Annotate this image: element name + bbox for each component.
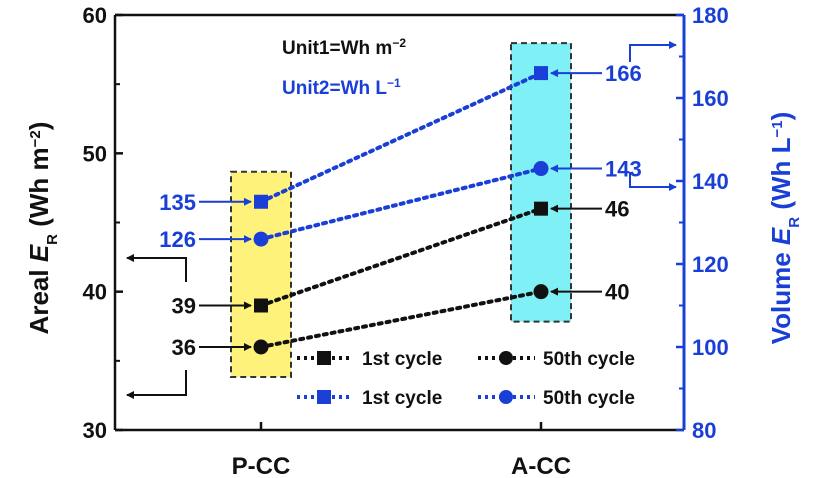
y-right-tick-label: 160 [692,86,729,111]
series-lines [259,71,543,349]
y-right-tick-label: 100 [692,335,729,360]
highlight-box-a-cc [510,42,572,323]
data-labels: 39 46 36 40 135 166 126 143 [159,61,641,360]
axis-indicator-arrow-left [126,254,187,282]
data-point-square [534,66,548,81]
data-label: 135 [159,190,196,215]
data-label: 143 [605,157,642,182]
series-line-2 [259,71,543,204]
axis-indicator-arrow-right [629,172,677,191]
data-label: 40 [605,280,629,305]
legend-marker-black-circle [499,351,513,365]
series-line-0 [259,206,543,308]
x-tick-label-p-cc: P-CC [232,453,291,478]
data-point-circle [253,339,269,355]
data-label: 46 [605,197,629,222]
legend-marker-blue-square [317,390,331,404]
y-right-tick-label: 180 [692,3,729,28]
series-markers [253,66,549,355]
unit1-label: Unit1=Wh m−2 [282,36,406,59]
legend-marker-black-square [317,351,331,365]
data-point-square [534,201,548,216]
y-left-tick-label: 30 [83,418,107,443]
data-point-circle [533,284,549,300]
data-point-circle [253,231,269,247]
series-line-3 [259,166,543,242]
series-line-1 [259,289,543,349]
x-tick-label-a-cc: A-CC [511,453,571,478]
y-left-tick-label: 50 [83,141,107,166]
legend-label-blue-1st: 1st cycle [362,388,442,409]
y-right-tick-label: 80 [692,418,716,443]
y-left-tick-label: 40 [83,280,107,305]
axis-ticks: 30 40 50 60 80 100 120 140 160 180 [83,3,729,443]
legend-label-black-1st: 1st cycle [362,349,442,370]
axis-indicator-arrow-right [629,41,677,62]
data-label: 166 [605,61,642,86]
axis-indicator-arrow-left [126,370,187,399]
legend-label-blue-50th: 50th cycle [543,388,635,409]
legend-label-black-50th: 50th cycle [543,349,635,370]
y-right-tick-label: 140 [692,169,729,194]
data-label: 36 [172,335,196,360]
data-point-circle [533,161,549,177]
data-label: 39 [172,294,196,319]
y-right-title: Volume ER (Wh L−1) [766,112,803,345]
data-point-square [254,298,268,313]
y-left-title: Areal ER (Wh m−2) [24,122,61,335]
annotation-arrows [126,41,677,399]
data-label: 126 [159,227,196,252]
legend: 1st cycle 50th cycle 1st cycle 50th cycl… [297,349,635,409]
y-left-tick-label: 60 [83,3,107,28]
legend-marker-blue-circle [499,390,513,404]
y-right-tick-label: 120 [692,252,729,277]
unit2-label: Unit2=Wh L−1 [282,76,401,99]
data-point-square [254,194,268,209]
